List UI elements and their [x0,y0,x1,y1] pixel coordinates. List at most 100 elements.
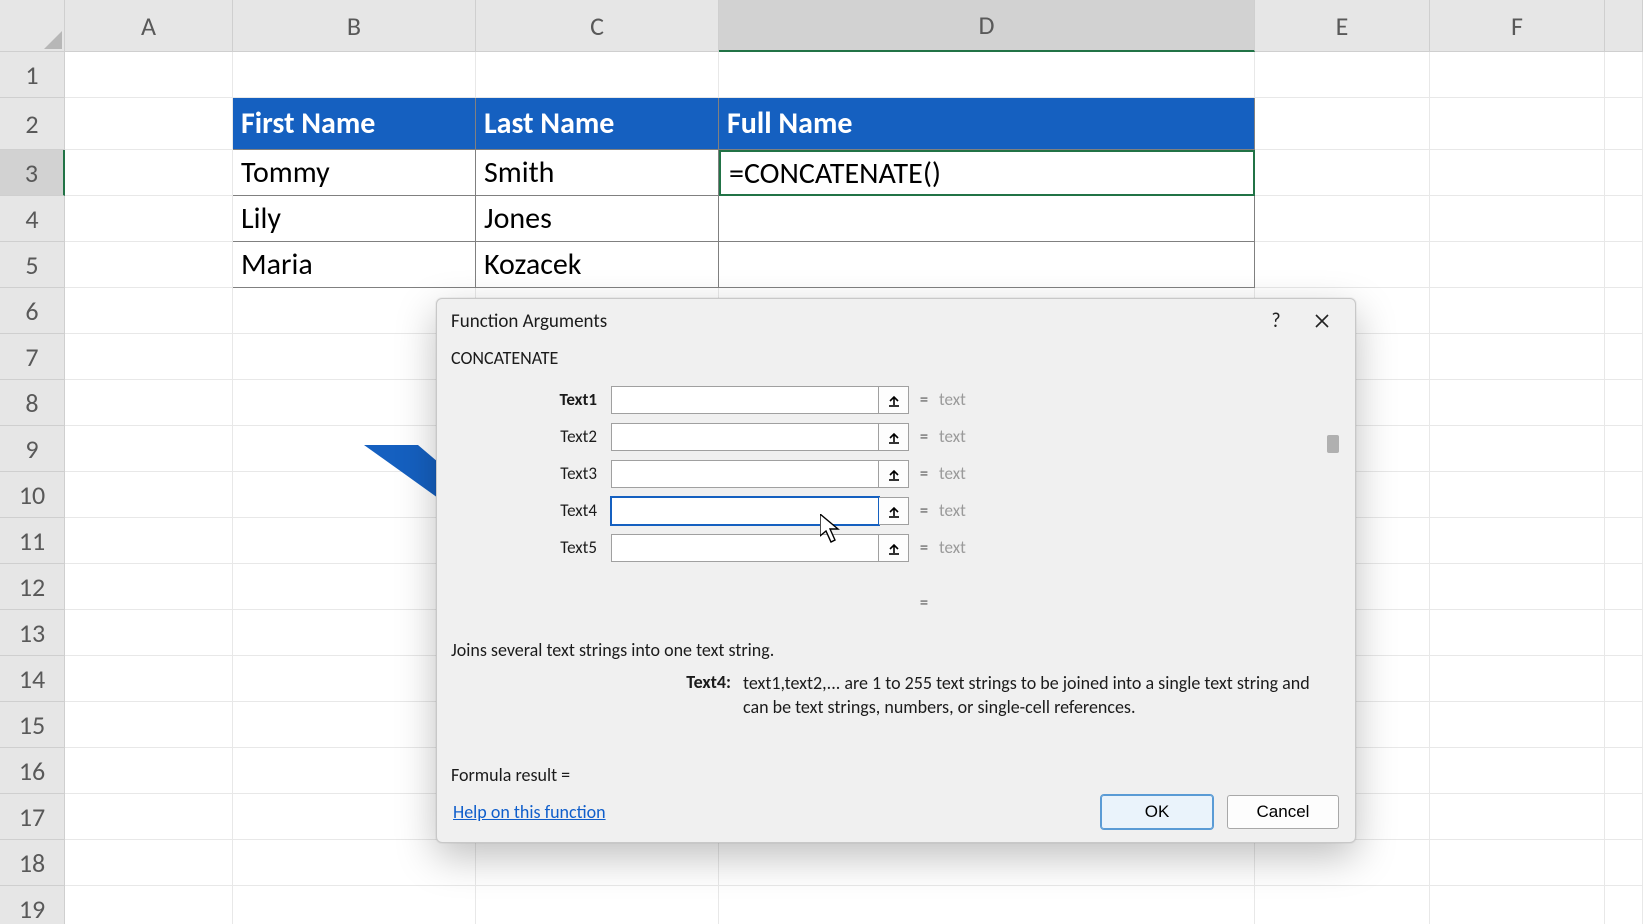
help-icon[interactable]: ? [1253,304,1299,338]
cell-A8[interactable] [65,380,233,426]
row-header-1[interactable]: 1 [0,52,65,98]
cell-E4[interactable] [1255,196,1430,242]
col-header-F[interactable]: F [1430,0,1605,52]
cell-D2[interactable]: Full Name [719,98,1255,150]
cell-B3[interactable]: Tommy [233,150,476,196]
cell-C3[interactable]: Smith [476,150,719,196]
cell-B4[interactable]: Lily [233,196,476,242]
cell-A3[interactable] [65,150,233,196]
row-header-9[interactable]: 9 [0,426,65,472]
collapse-dialog-icon[interactable] [879,534,909,562]
cell-E3[interactable] [1255,150,1430,196]
row-header-18[interactable]: 18 [0,840,65,886]
cell-F6[interactable] [1430,288,1605,334]
row-header-5[interactable]: 5 [0,242,65,288]
cell-D1[interactable] [719,52,1255,98]
cell-pad-14[interactable] [1605,656,1643,702]
cancel-button[interactable]: Cancel [1227,795,1339,829]
cell-C1[interactable] [476,52,719,98]
cell-F9[interactable] [1430,426,1605,472]
col-header-D[interactable]: D [719,0,1255,52]
dialog-titlebar[interactable]: Function Arguments ? [437,299,1355,343]
cell-pad-19[interactable] [1605,886,1643,924]
cell-D18[interactable] [719,840,1255,886]
cell-D19[interactable] [719,886,1255,924]
cell-A4[interactable] [65,196,233,242]
collapse-dialog-icon[interactable] [879,460,909,488]
row-header-17[interactable]: 17 [0,794,65,840]
cell-pad-12[interactable] [1605,564,1643,610]
arg-input-text2[interactable] [611,423,879,451]
cell-C4[interactable]: Jones [476,196,719,242]
col-header-C[interactable]: C [476,0,719,52]
cell-E18[interactable] [1255,840,1430,886]
cell-B19[interactable] [233,886,476,924]
cell-A9[interactable] [65,426,233,472]
row-header-2[interactable]: 2 [0,98,65,150]
cell-F3[interactable] [1430,150,1605,196]
cell-E1[interactable] [1255,52,1430,98]
col-header-E[interactable]: E [1255,0,1430,52]
cell-pad-1[interactable] [1605,52,1643,98]
cell-pad-3[interactable] [1605,150,1643,196]
cell-C19[interactable] [476,886,719,924]
cell-F4[interactable] [1430,196,1605,242]
cell-pad-4[interactable] [1605,196,1643,242]
cell-F8[interactable] [1430,380,1605,426]
cell-D3[interactable]: =CONCATENATE() [719,150,1255,196]
scrollbar-thumb[interactable] [1327,435,1339,453]
cell-E19[interactable] [1255,886,1430,924]
cell-pad-17[interactable] [1605,794,1643,840]
cell-D4[interactable] [719,196,1255,242]
close-icon[interactable] [1299,304,1345,338]
row-header-8[interactable]: 8 [0,380,65,426]
row-header-7[interactable]: 7 [0,334,65,380]
cell-A14[interactable] [65,656,233,702]
row-header-3[interactable]: 3 [0,150,65,196]
row-header-12[interactable]: 12 [0,564,65,610]
row-header-11[interactable]: 11 [0,518,65,564]
cell-pad-6[interactable] [1605,288,1643,334]
cell-A11[interactable] [65,518,233,564]
select-all-corner[interactable] [0,0,65,52]
cell-E2[interactable] [1255,98,1430,150]
arg-input-text3[interactable] [611,460,879,488]
cell-A16[interactable] [65,748,233,794]
cell-A15[interactable] [65,702,233,748]
cell-D5[interactable] [719,242,1255,288]
ok-button[interactable]: OK [1101,795,1213,829]
cell-F2[interactable] [1430,98,1605,150]
row-header-19[interactable]: 19 [0,886,65,924]
cell-pad-10[interactable] [1605,472,1643,518]
cell-F19[interactable] [1430,886,1605,924]
cell-A17[interactable] [65,794,233,840]
cell-C2[interactable]: Last Name [476,98,719,150]
collapse-dialog-icon[interactable] [879,423,909,451]
row-header-15[interactable]: 15 [0,702,65,748]
cell-pad-5[interactable] [1605,242,1643,288]
cell-F13[interactable] [1430,610,1605,656]
cell-A5[interactable] [65,242,233,288]
cell-pad-16[interactable] [1605,748,1643,794]
cell-A13[interactable] [65,610,233,656]
cell-pad-13[interactable] [1605,610,1643,656]
cell-A2[interactable] [65,98,233,150]
cell-pad-18[interactable] [1605,840,1643,886]
argument-scrollbar[interactable] [1323,381,1341,566]
cell-F15[interactable] [1430,702,1605,748]
row-header-16[interactable]: 16 [0,748,65,794]
cell-F16[interactable] [1430,748,1605,794]
cell-F18[interactable] [1430,840,1605,886]
row-header-4[interactable]: 4 [0,196,65,242]
row-header-13[interactable]: 13 [0,610,65,656]
cell-C18[interactable] [476,840,719,886]
cell-A19[interactable] [65,886,233,924]
cell-pad-7[interactable] [1605,334,1643,380]
collapse-dialog-icon[interactable] [879,497,909,525]
cell-F11[interactable] [1430,518,1605,564]
cell-F12[interactable] [1430,564,1605,610]
cell-pad-9[interactable] [1605,426,1643,472]
cell-F14[interactable] [1430,656,1605,702]
cell-C5[interactable]: Kozacek [476,242,719,288]
cell-B5[interactable]: Maria [233,242,476,288]
